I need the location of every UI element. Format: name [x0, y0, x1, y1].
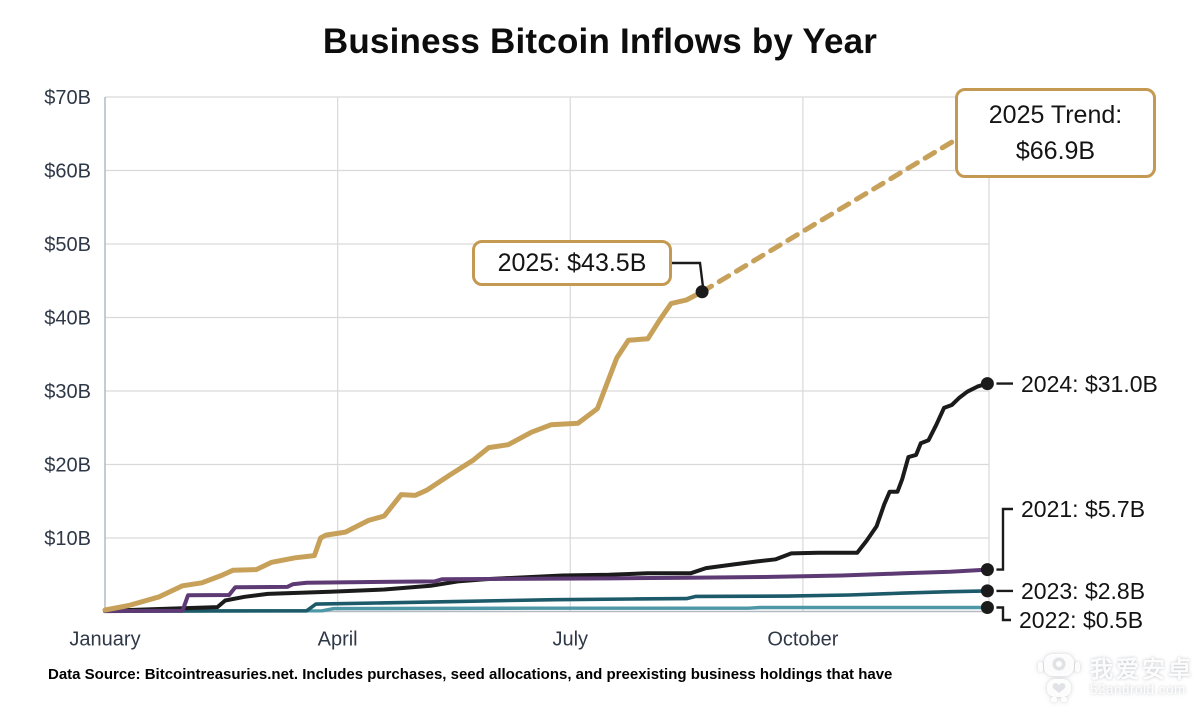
connector-2021 — [996, 507, 1013, 571]
series-line-2022 — [103, 605, 990, 613]
data-source-note: Data Source: Bitcointreasuries.net. Incl… — [48, 666, 893, 683]
trend-callout-line1: 2025 Trend: — [988, 100, 1123, 129]
watermark-site: 52android.com — [1090, 682, 1186, 698]
series-line-2025-trend — [699, 117, 992, 295]
series-line-2023 — [103, 589, 990, 613]
callout-2025-text: 2025: $43.5B — [497, 248, 647, 277]
y-tick-label-10: $10B — [44, 528, 91, 550]
watermark-name: 我爱安卓 — [1090, 656, 1194, 683]
y-tick-label-60: $60B — [44, 161, 91, 183]
x-tick-label-july: July — [552, 629, 588, 651]
x-tick-label-january: January — [69, 629, 140, 651]
trend-callout-line2: $66.9B — [1015, 137, 1096, 165]
watermark: 我爱安卓 52android.com — [1037, 652, 1194, 702]
series-label-2022: 2022: $0.5B — [1019, 607, 1144, 633]
y-tick-label-50: $50B — [44, 234, 91, 256]
series-label-2021: 2021: $5.7B — [1021, 496, 1146, 522]
end-dot-2024 — [980, 377, 994, 391]
series-label-2024: 2024: $31.0B — [1021, 371, 1158, 397]
x-tick-label-october: October — [767, 629, 838, 651]
connector-2022 — [996, 606, 1011, 622]
robot-mascot-icon — [1037, 652, 1081, 702]
end-dot-2022 — [980, 601, 994, 614]
series-line-2025 — [102, 289, 705, 613]
series-line-2024 — [103, 381, 990, 613]
series-label-2023: 2023: $2.8B — [1021, 578, 1146, 604]
y-tick-label-40: $40B — [44, 308, 91, 330]
series-line-2021 — [103, 567, 990, 614]
x-tick-label-april: April — [318, 629, 358, 651]
y-tick-label-30: $30B — [44, 381, 91, 403]
end-dot-2023 — [980, 584, 994, 598]
trend-callout-2025: 2025 Trend: $66.9B — [955, 88, 1156, 178]
y-tick-label-70: $70B — [44, 87, 91, 109]
end-dot-2021 — [980, 563, 994, 577]
y-tick-label-20: $20B — [44, 455, 91, 477]
chart-title: Business Bitcoin Inflows by Year — [322, 22, 878, 61]
connector-2025-callout — [672, 261, 705, 288]
end-dot-2025 — [695, 285, 709, 299]
callout-2025-value: 2025: $43.5B — [472, 240, 672, 286]
